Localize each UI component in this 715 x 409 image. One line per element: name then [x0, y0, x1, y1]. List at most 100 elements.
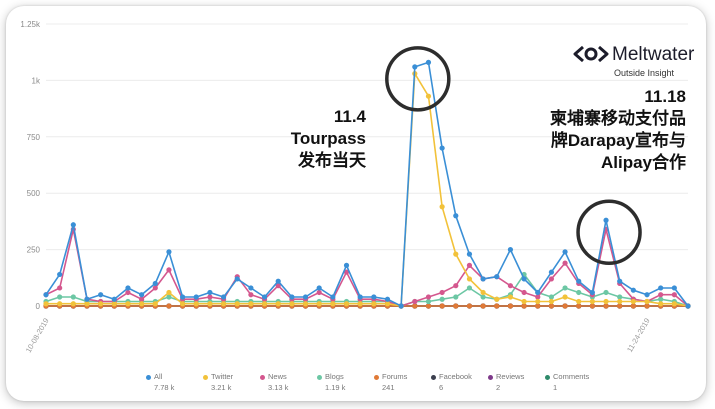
y-tick-label: 1.25k	[20, 20, 41, 29]
data-point-blogs	[439, 296, 445, 302]
y-tick-label: 1k	[32, 76, 41, 85]
legend-total: 2	[496, 383, 501, 392]
annotation-right: 11.18 柬埔寨移动支付品 牌Darapay宣布与 Alipay合作	[486, 86, 686, 174]
data-point-twitter	[603, 298, 609, 305]
data-point-forums	[630, 303, 636, 309]
data-point-all	[234, 276, 240, 282]
data-point-all	[439, 145, 445, 151]
data-point-forums	[562, 303, 568, 309]
data-point-all	[453, 213, 459, 219]
annotation-left-line: 11.4	[333, 107, 366, 126]
data-point-all	[43, 292, 49, 298]
legend-dot-icon	[488, 375, 493, 380]
data-point-twitter	[494, 296, 500, 302]
data-point-twitter	[343, 301, 350, 307]
data-point-blogs	[466, 285, 473, 291]
data-point-twitter	[658, 301, 664, 307]
data-point-forums	[412, 303, 418, 309]
data-point-twitter	[207, 301, 213, 307]
data-point-blogs	[576, 289, 582, 296]
data-point-blogs	[562, 285, 568, 291]
data-point-all	[207, 289, 213, 296]
data-point-twitter	[98, 301, 104, 307]
data-point-all	[275, 278, 281, 284]
y-tick-label: 0	[36, 302, 41, 311]
data-point-blogs	[57, 294, 63, 300]
legend-label: News	[268, 372, 287, 381]
legend-total: 3.21 k	[211, 383, 232, 392]
legend-total: 6	[439, 383, 444, 392]
data-point-twitter	[453, 251, 459, 257]
data-point-all	[371, 294, 377, 300]
data-point-blogs	[617, 294, 623, 300]
series-line-news	[45, 228, 689, 307]
data-point-twitter	[234, 301, 240, 307]
data-point-twitter	[111, 301, 117, 307]
data-point-twitter	[193, 301, 199, 307]
data-point-news	[425, 294, 432, 300]
data-point-all	[302, 294, 309, 300]
data-point-blogs	[658, 296, 664, 302]
legend-dot-icon	[260, 375, 265, 380]
data-point-news	[139, 296, 145, 302]
data-point-all	[480, 276, 486, 282]
data-point-all	[384, 296, 391, 302]
chart-card: 0 250 500 750 1k 1.25k 10-08-2019 11-24-2019 Me…	[6, 6, 706, 401]
y-tick-label: 750	[27, 133, 41, 142]
data-point-news	[275, 283, 281, 289]
annotation-left: 11.4 Tourpass 发布当天	[206, 106, 366, 172]
data-point-twitter	[630, 298, 636, 305]
data-point-forums	[494, 303, 500, 309]
data-point-news	[521, 289, 527, 296]
data-point-all	[644, 292, 650, 298]
data-point-news	[453, 283, 459, 289]
legend-label: Reviews	[496, 372, 525, 381]
data-point-twitter	[43, 301, 49, 307]
data-point-all	[316, 285, 322, 291]
meltwater-mark-icon	[573, 45, 609, 63]
data-point-forums	[548, 303, 555, 309]
data-point-blogs	[425, 298, 432, 305]
annotation-right-line: Alipay合作	[600, 153, 686, 172]
data-point-all	[248, 285, 254, 291]
data-point-news	[671, 292, 677, 298]
data-point-all	[494, 274, 500, 280]
data-point-blogs	[548, 294, 555, 300]
data-point-twitter	[152, 301, 158, 307]
annotation-left-line: Tourpass	[290, 129, 366, 148]
legend-dot-icon	[146, 375, 151, 380]
data-point-news	[152, 285, 158, 291]
data-point-all	[357, 294, 363, 300]
data-point-blogs	[70, 294, 76, 300]
annotation-right-line: 柬埔寨移动支付品	[550, 109, 686, 128]
data-point-all	[658, 285, 664, 291]
data-point-all	[111, 296, 117, 302]
data-point-all	[630, 287, 636, 293]
data-point-twitter	[84, 301, 90, 307]
data-point-twitter	[576, 298, 582, 305]
legend-total: 241	[382, 383, 395, 392]
legend-dot-icon	[431, 375, 436, 380]
data-point-twitter	[330, 301, 336, 307]
data-point-blogs	[480, 294, 486, 300]
data-point-blogs	[603, 289, 609, 296]
legend-dot-icon	[374, 375, 379, 380]
data-point-twitter	[302, 301, 309, 307]
data-point-all	[152, 280, 158, 287]
data-point-forums	[535, 303, 541, 309]
data-point-all	[398, 303, 404, 309]
data-point-all	[125, 285, 131, 291]
data-point-forums	[603, 303, 609, 309]
data-point-news	[207, 294, 213, 300]
data-point-news	[439, 289, 445, 296]
data-point-twitter	[548, 298, 555, 305]
data-point-all	[617, 278, 623, 284]
data-point-all	[603, 217, 609, 223]
highlight-circle	[576, 199, 642, 266]
data-point-all	[521, 276, 527, 282]
data-point-twitter	[248, 301, 254, 307]
logo-name: Meltwater	[612, 44, 695, 65]
data-point-forums	[589, 303, 595, 309]
annotation-left-line: 发布当天	[298, 151, 366, 170]
data-point-twitter	[316, 301, 322, 307]
